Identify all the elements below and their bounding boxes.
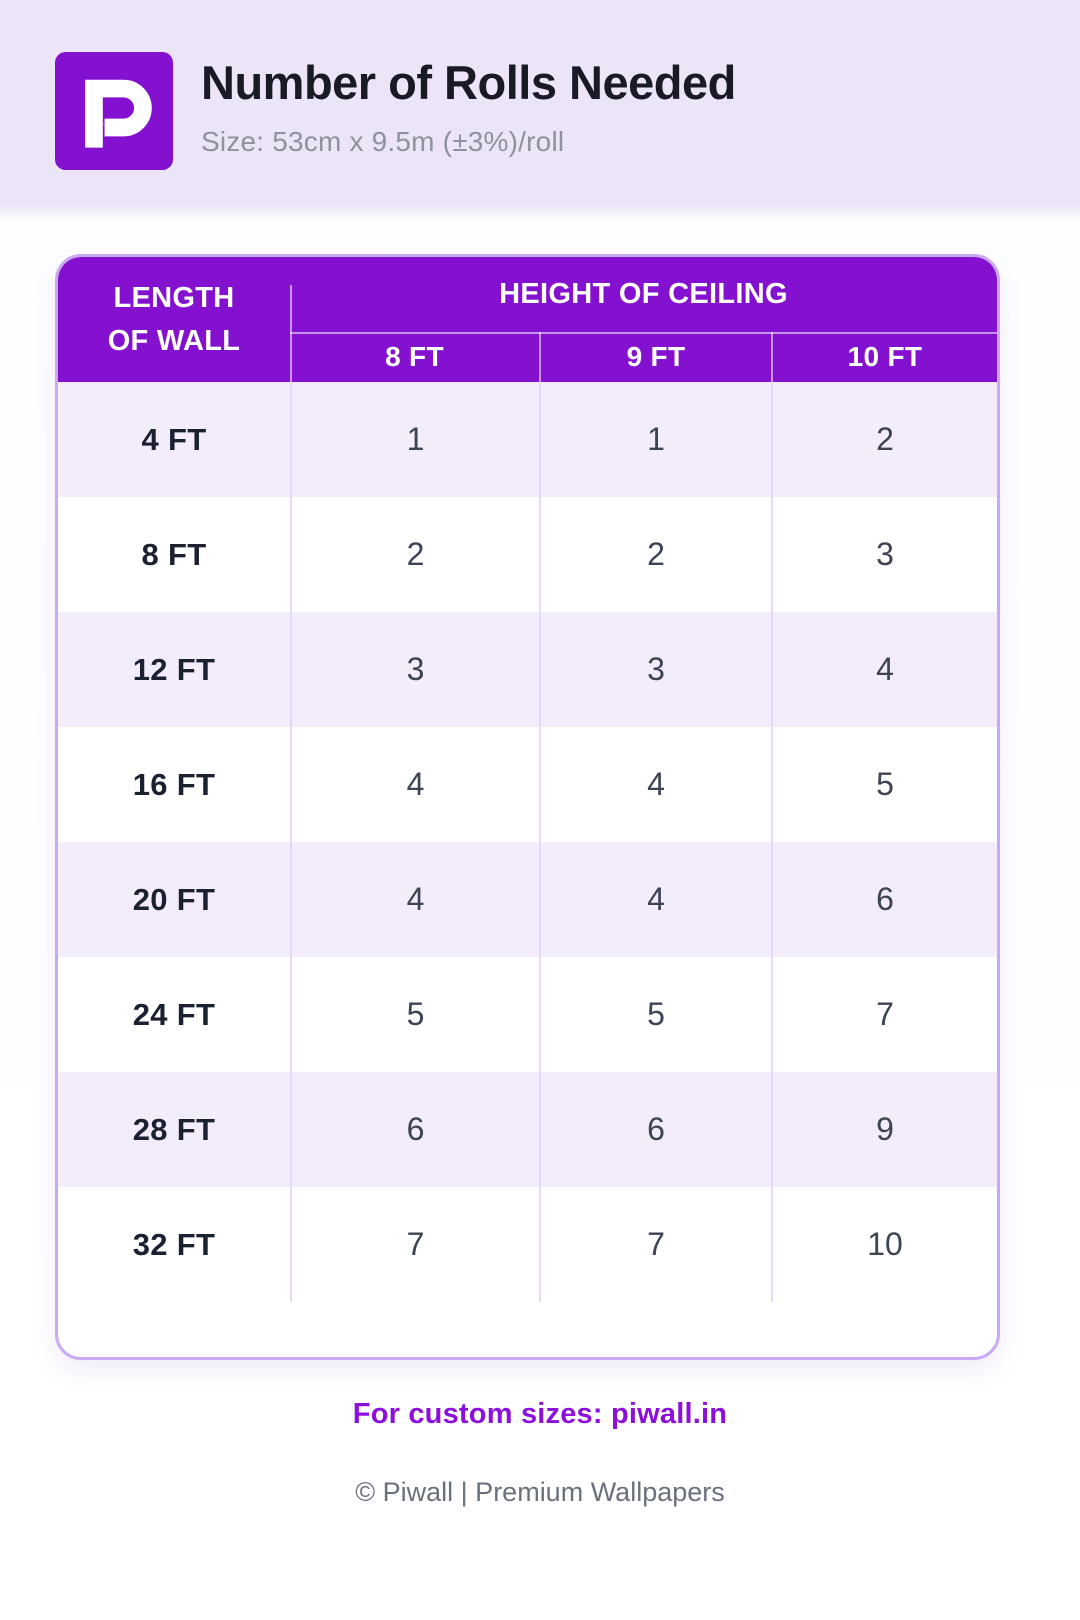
page-subtitle: Size: 53cm x 9.5m (±3%)/roll xyxy=(201,126,565,158)
cell-value: 2 xyxy=(771,382,997,497)
cell-value: 10 xyxy=(771,1187,997,1302)
page-header: Number of Rolls Needed Size: 53cm x 9.5m… xyxy=(55,52,736,170)
row-label: 24 FT xyxy=(132,996,216,1032)
cell-value: 3 xyxy=(290,612,539,727)
cell-value: 3 xyxy=(539,612,771,727)
table-row: 8 FT 2 2 3 xyxy=(58,497,997,612)
cell-value: 1 xyxy=(539,382,771,497)
cell-value: 1 xyxy=(290,382,539,497)
cell-value: 4 xyxy=(290,842,539,957)
cell-value: 6 xyxy=(290,1072,539,1187)
cell-value: 7 xyxy=(539,1187,771,1302)
table-row: 4 FT 1 1 2 xyxy=(58,382,997,497)
row-label: 32 FT xyxy=(132,1226,216,1262)
corner-header-length-of-wall: LENGTH OF WALL xyxy=(58,257,290,382)
row-label: 4 FT xyxy=(141,421,207,457)
piwall-logo-icon xyxy=(55,52,173,170)
row-label: 8 FT xyxy=(141,536,207,572)
cell-value: 4 xyxy=(539,727,771,842)
rolls-table-card: LENGTH OF WALL HEIGHT OF CEILING 8 FT 9 … xyxy=(55,254,1000,1360)
cell-value: 5 xyxy=(539,957,771,1072)
row-label: 12 FT xyxy=(132,651,216,687)
column-header-row: 8 FT 9 FT 10 FT xyxy=(290,332,997,382)
cell-value: 2 xyxy=(539,497,771,612)
table-row: 12 FT 3 3 4 xyxy=(58,612,997,727)
cell-value: 2 xyxy=(290,497,539,612)
row-label: 28 FT xyxy=(132,1111,216,1147)
col-header-10ft: 10 FT xyxy=(771,332,997,382)
row-label: 20 FT xyxy=(132,881,216,917)
header-horizontal-divider xyxy=(290,332,997,334)
table-row: 28 FT 6 6 9 xyxy=(58,1072,997,1187)
cell-value: 7 xyxy=(771,957,997,1072)
table-row: 32 FT 7 7 10 xyxy=(58,1187,997,1302)
group-header-height-of-ceiling: HEIGHT OF CEILING xyxy=(499,278,788,310)
col-header-9ft: 9 FT xyxy=(539,332,771,382)
custom-sizes-line: For custom sizes: piwall.in xyxy=(0,1398,1080,1431)
page-title: Number of Rolls Needed xyxy=(201,56,736,109)
col-header-8ft: 8 FT xyxy=(385,341,444,372)
cell-value: 5 xyxy=(771,727,997,842)
cell-value: 4 xyxy=(771,612,997,727)
cell-value: 3 xyxy=(771,497,997,612)
cell-value: 7 xyxy=(290,1187,539,1302)
cell-value: 6 xyxy=(539,1072,771,1187)
cell-value: 9 xyxy=(771,1072,997,1187)
table-row: 16 FT 4 4 5 xyxy=(58,727,997,842)
cell-value: 6 xyxy=(771,842,997,957)
corner-header-line2: OF WALL xyxy=(107,324,241,357)
cell-value: 4 xyxy=(539,842,771,957)
table-body: 4 FT 1 1 2 8 FT 2 2 3 12 FT 3 3 4 16 FT … xyxy=(58,382,997,1302)
corner-header-line1: LENGTH xyxy=(113,282,235,315)
copyright-text: © Piwall | Premium Wallpapers xyxy=(355,1477,725,1507)
table-row: 20 FT 4 4 6 xyxy=(58,842,997,957)
cell-value: 5 xyxy=(290,957,539,1072)
cell-value: 4 xyxy=(290,727,539,842)
row-label: 16 FT xyxy=(132,766,216,802)
piwall-link[interactable]: piwall.in xyxy=(611,1398,728,1430)
table-row: 24 FT 5 5 7 xyxy=(58,957,997,1072)
custom-sizes-text: For custom sizes: xyxy=(352,1398,611,1430)
table-header: LENGTH OF WALL HEIGHT OF CEILING 8 FT 9 … xyxy=(58,257,997,382)
